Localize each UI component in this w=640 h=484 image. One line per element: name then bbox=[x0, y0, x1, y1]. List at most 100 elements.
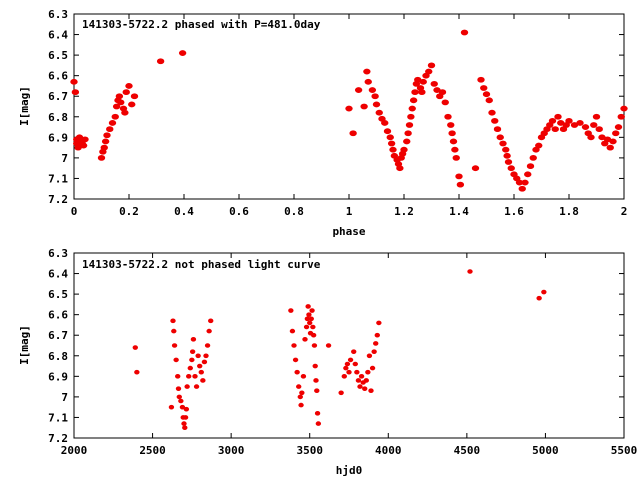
data-point bbox=[294, 369, 300, 375]
y-tick-label: 7.1 bbox=[48, 411, 68, 424]
data-point bbox=[302, 337, 308, 342]
data-point bbox=[308, 316, 314, 322]
data-point bbox=[502, 146, 510, 153]
x-tick-label: 0.4 bbox=[174, 205, 194, 218]
data-point bbox=[447, 122, 455, 128]
data-point bbox=[425, 68, 433, 75]
y-axis-label: I[mag] bbox=[18, 325, 31, 365]
data-point bbox=[310, 332, 317, 338]
data-point bbox=[122, 89, 130, 96]
x-tick-label: 0.2 bbox=[119, 205, 139, 218]
data-point bbox=[411, 89, 419, 96]
x-tick-label: 5000 bbox=[532, 444, 559, 457]
data-point bbox=[541, 289, 547, 295]
data-point bbox=[480, 85, 488, 91]
y-tick-label: 6.8 bbox=[48, 350, 68, 363]
data-point bbox=[325, 343, 332, 348]
data-point bbox=[347, 357, 354, 363]
data-point bbox=[183, 406, 190, 412]
x-tick-label: 1.6 bbox=[504, 205, 524, 218]
data-point bbox=[449, 138, 458, 145]
data-point bbox=[298, 402, 304, 408]
data-point bbox=[178, 398, 184, 404]
data-point bbox=[554, 113, 562, 120]
data-point bbox=[125, 83, 133, 89]
y-tick-label: 7.2 bbox=[48, 432, 68, 445]
data-point bbox=[612, 130, 620, 137]
x-tick-label: 0.8 bbox=[284, 205, 304, 218]
data-point bbox=[186, 374, 192, 379]
data-point bbox=[548, 117, 557, 124]
data-point bbox=[103, 132, 111, 139]
data-point bbox=[291, 343, 297, 348]
x-tick-label: 1.8 bbox=[559, 205, 579, 218]
data-point bbox=[170, 318, 176, 324]
data-point bbox=[418, 89, 426, 96]
data-point bbox=[79, 142, 88, 149]
data-point bbox=[130, 93, 139, 100]
data-point bbox=[193, 384, 200, 389]
data-point bbox=[389, 146, 397, 153]
phased-chart: 141303-5722.2 phased with P=481.0day pha… bbox=[18, 8, 628, 238]
data-point bbox=[351, 349, 357, 354]
data-point bbox=[134, 369, 140, 375]
y-tick-label: 6.7 bbox=[48, 329, 68, 342]
data-point bbox=[176, 394, 182, 400]
data-point bbox=[349, 130, 357, 137]
data-point bbox=[354, 369, 360, 375]
data-point bbox=[403, 138, 411, 145]
data-point bbox=[303, 324, 310, 330]
data-point bbox=[376, 320, 382, 326]
data-point bbox=[581, 124, 590, 130]
data-point bbox=[368, 388, 374, 394]
data-point bbox=[366, 353, 373, 359]
data-point bbox=[363, 378, 369, 383]
data-point bbox=[117, 99, 125, 106]
data-point bbox=[201, 359, 208, 365]
data-point bbox=[373, 341, 379, 346]
data-point bbox=[307, 320, 313, 326]
x-tick-label: 3000 bbox=[218, 444, 245, 457]
data-point bbox=[190, 337, 197, 342]
data-point bbox=[182, 415, 189, 420]
data-point bbox=[536, 295, 542, 301]
data-point bbox=[504, 159, 513, 165]
data-point bbox=[518, 185, 526, 192]
y-tick-label: 6.3 bbox=[48, 8, 68, 21]
data-point bbox=[355, 378, 362, 383]
x-tick-label: 2500 bbox=[139, 444, 166, 457]
data-point bbox=[375, 109, 383, 116]
data-point bbox=[175, 374, 181, 379]
data-point bbox=[438, 89, 447, 96]
data-point bbox=[313, 378, 319, 383]
x-tick-label: 1.4 bbox=[449, 205, 469, 218]
data-point bbox=[363, 68, 371, 75]
data-point bbox=[289, 328, 296, 334]
data-point bbox=[493, 126, 502, 133]
data-point bbox=[362, 386, 368, 391]
data-point bbox=[309, 308, 315, 313]
data-point bbox=[354, 87, 363, 93]
y-tick-label: 6.5 bbox=[48, 288, 68, 301]
data-point bbox=[357, 384, 363, 389]
data-point bbox=[381, 120, 389, 126]
data-point bbox=[444, 113, 452, 120]
data-point bbox=[441, 99, 449, 106]
data-point bbox=[617, 113, 625, 120]
data-point bbox=[499, 140, 507, 147]
data-point bbox=[471, 165, 480, 172]
data-point bbox=[132, 345, 138, 350]
data-point bbox=[178, 50, 187, 56]
data-point bbox=[128, 101, 136, 108]
data-point bbox=[208, 318, 214, 324]
x-tick-label: 0 bbox=[71, 205, 78, 218]
data-point bbox=[430, 80, 438, 87]
y-tick-label: 6.8 bbox=[48, 111, 68, 124]
data-point bbox=[312, 363, 318, 369]
data-point bbox=[179, 404, 186, 410]
data-point bbox=[482, 91, 491, 98]
data-point bbox=[404, 130, 412, 137]
data-point bbox=[368, 87, 377, 93]
data-point bbox=[374, 332, 380, 338]
axis-ticks: 0 0.2 0.4 0.6 0.8 1 1.2 1.4 1.6 1.8 2 6.3 6.4 6.5 6.6 6… bbox=[48, 8, 627, 218]
